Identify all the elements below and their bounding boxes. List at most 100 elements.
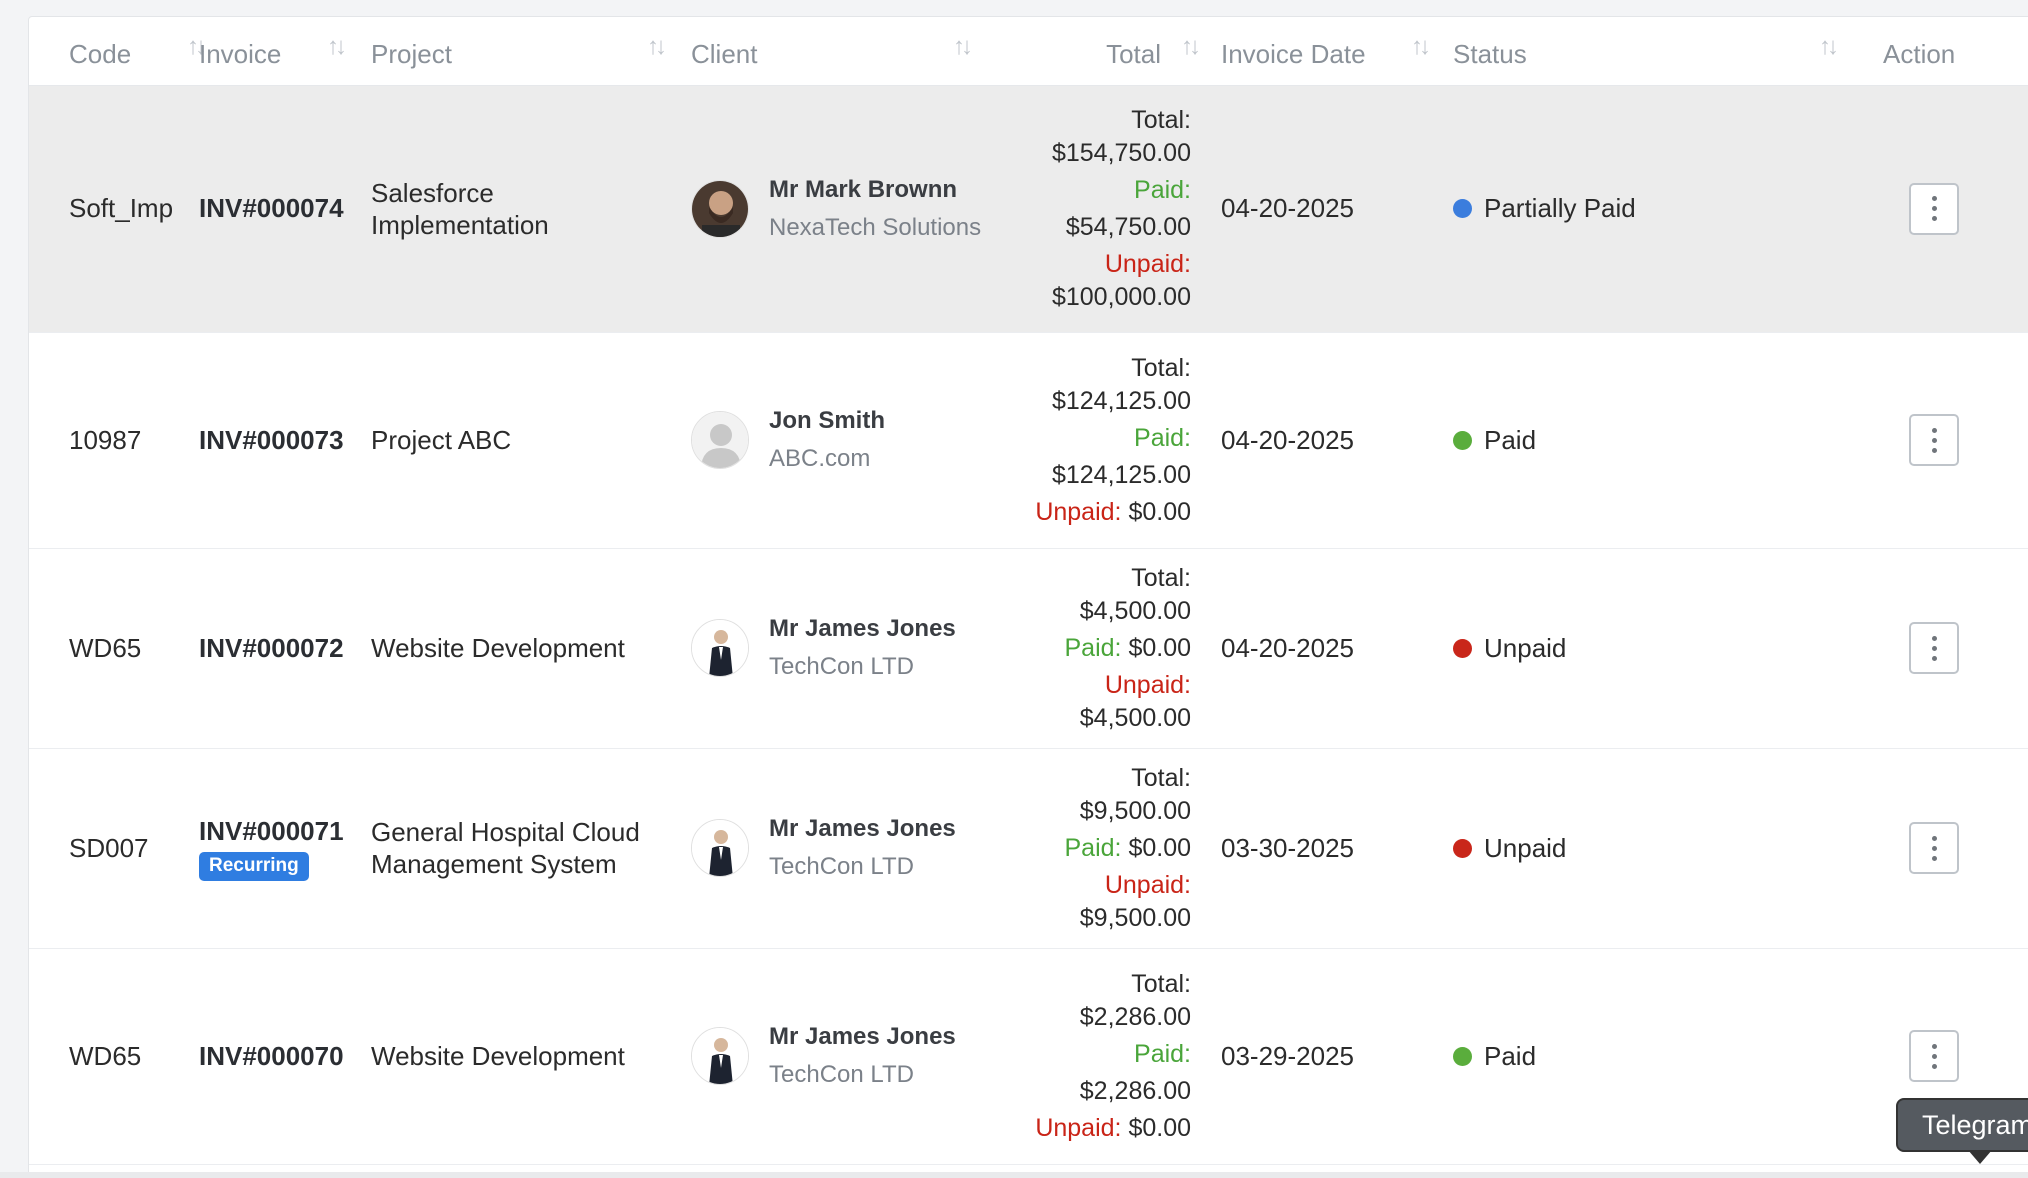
sort-icon[interactable]: ↑↓	[953, 33, 973, 60]
column-header-project[interactable]: Project ↑↓	[371, 17, 691, 86]
sort-icon[interactable]: ↑↓	[1411, 33, 1431, 60]
status-badge: Paid	[1484, 424, 1537, 455]
code-cell: WD65	[29, 948, 199, 1165]
status-cell: Partially Paid	[1441, 85, 1869, 333]
column-header-invoice-date[interactable]: Invoice Date ↑↓	[1213, 17, 1441, 86]
client-company: TechCon LTD	[769, 1061, 914, 1088]
action-cell	[1869, 548, 2028, 749]
invoice-date: 04-20-2025	[1213, 332, 1441, 549]
status-dot	[1453, 638, 1472, 658]
project-name: Salesforce Implementation	[371, 85, 691, 333]
kebab-icon	[1931, 1043, 1937, 1049]
client-name[interactable]: Mr James Jones	[769, 815, 956, 842]
avatar	[691, 1027, 749, 1085]
table-row[interactable]: 10987 INV#000073 Project ABC Jon Smith A…	[29, 332, 2028, 549]
invoices-table: Code ↑↓ Invoice ↑↓ Project ↑↓ Client ↑↓ …	[29, 17, 2028, 1165]
avatar	[691, 411, 749, 469]
recurring-badge: Recurring	[199, 851, 309, 881]
row-actions-button[interactable]	[1909, 1030, 1959, 1082]
column-header-client[interactable]: Client ↑↓	[691, 17, 1013, 86]
code-cell: SD007	[29, 748, 199, 949]
kebab-icon	[1931, 635, 1937, 641]
action-cell	[1869, 748, 2028, 949]
status-badge: Unpaid	[1484, 632, 1567, 663]
status-dot	[1453, 1046, 1472, 1066]
row-actions-button[interactable]	[1909, 182, 1959, 235]
avatar	[691, 179, 749, 238]
horizontal-scrollbar[interactable]	[0, 1172, 2028, 1178]
row-actions-button[interactable]	[1909, 414, 1959, 466]
invoices-table-card: Code ↑↓ Invoice ↑↓ Project ↑↓ Client ↑↓ …	[28, 16, 2028, 1178]
client-name[interactable]: Mr Mark Brownn	[769, 175, 958, 203]
status-cell: Paid	[1441, 332, 1869, 549]
invoice-number[interactable]: INV#000071 Recurring	[199, 748, 371, 949]
row-actions-button[interactable]	[1909, 622, 1959, 674]
status-dot	[1453, 199, 1472, 218]
project-name: Website Development	[371, 548, 691, 749]
table-row[interactable]: WD65 INV#000072 Website Development Mr J…	[29, 548, 2028, 749]
row-actions-button[interactable]	[1909, 822, 1959, 874]
column-header-status[interactable]: Status ↑↓	[1441, 17, 1869, 86]
total-cell: Total: $9,500.00 Paid: $0.00 Unpaid: $9,…	[1013, 748, 1213, 949]
tooltip-arrow	[1968, 1150, 1992, 1164]
kebab-icon	[1931, 196, 1937, 201]
column-header-invoice[interactable]: Invoice ↑↓	[199, 17, 371, 86]
client-name[interactable]: Jon Smith	[769, 407, 886, 434]
status-badge: Unpaid	[1484, 832, 1567, 863]
client-cell: Mr James Jones TechCon LTD	[691, 748, 1013, 949]
avatar	[691, 819, 749, 877]
invoice-date: 03-29-2025	[1213, 948, 1441, 1165]
table-row[interactable]: WD65 INV#000070 Website Development Mr J…	[29, 948, 2028, 1165]
client-company: TechCon LTD	[769, 653, 914, 680]
column-header-action: Action	[1869, 17, 2028, 86]
invoice-number[interactable]: INV#000073	[199, 332, 371, 549]
status-cell: Paid	[1441, 948, 1869, 1165]
sort-icon[interactable]: ↑↓	[647, 33, 667, 60]
project-name: General Hospital Cloud Management System	[371, 748, 691, 949]
status-cell: Unpaid	[1441, 548, 1869, 749]
table-header-row: Code ↑↓ Invoice ↑↓ Project ↑↓ Client ↑↓ …	[29, 17, 2028, 86]
code-cell: WD65	[29, 548, 199, 749]
table-row[interactable]: SD007 INV#000071 Recurring General Hospi…	[29, 748, 2028, 949]
client-cell: Jon Smith ABC.com	[691, 332, 1013, 549]
client-company: ABC.com	[769, 445, 871, 472]
client-cell: Mr James Jones TechCon LTD	[691, 948, 1013, 1165]
table-row[interactable]: Soft_Imp INV#000074 Salesforce Implement…	[29, 85, 2028, 333]
client-name[interactable]: Mr James Jones	[769, 615, 956, 642]
status-dot	[1453, 430, 1472, 450]
client-cell: Mr Mark Brownn NexaTech Solutions	[691, 85, 1013, 333]
column-header-code[interactable]: Code ↑↓	[29, 17, 207, 86]
avatar	[691, 619, 749, 677]
project-name: Website Development	[371, 948, 691, 1165]
total-cell: Total: $154,750.00 Paid: $54,750.00 Unpa…	[1013, 85, 1213, 333]
client-company: NexaTech Solutions	[769, 213, 982, 241]
action-cell	[1869, 332, 2028, 549]
client-name[interactable]: Mr James Jones	[769, 1023, 956, 1050]
action-cell	[1869, 85, 2028, 333]
kebab-icon	[1931, 427, 1937, 433]
tooltip: Telegram	[1896, 1098, 2028, 1152]
invoice-number[interactable]: INV#000072	[199, 548, 371, 749]
sort-icon[interactable]: ↑↓	[1181, 33, 1201, 60]
invoice-date: 04-20-2025	[1213, 85, 1441, 333]
total-cell: Total: $4,500.00 Paid: $0.00 Unpaid: $4,…	[1013, 548, 1213, 749]
status-badge: Paid	[1484, 1040, 1537, 1071]
total-cell: Total: $124,125.00 Paid: $124,125.00 Unp…	[1013, 332, 1213, 549]
invoice-date: 04-20-2025	[1213, 548, 1441, 749]
column-header-total[interactable]: Total ↑↓	[1013, 17, 1213, 86]
client-company: TechCon LTD	[769, 853, 914, 880]
status-cell: Unpaid	[1441, 748, 1869, 949]
status-dot	[1453, 838, 1472, 858]
kebab-icon	[1931, 835, 1937, 841]
client-cell: Mr James Jones TechCon LTD	[691, 548, 1013, 749]
status-badge: Partially Paid	[1484, 193, 1636, 223]
sort-icon[interactable]: ↑↓	[1819, 33, 1839, 60]
invoice-number[interactable]: INV#000070	[199, 948, 371, 1165]
total-cell: Total: $2,286.00 Paid: $2,286.00 Unpaid:…	[1013, 948, 1213, 1165]
invoice-date: 03-30-2025	[1213, 748, 1441, 949]
code-cell: Soft_Imp	[29, 85, 199, 333]
sort-icon[interactable]: ↑↓	[327, 33, 347, 60]
code-cell: 10987	[29, 332, 199, 549]
project-name: Project ABC	[371, 332, 691, 549]
invoice-number[interactable]: INV#000074	[199, 85, 371, 333]
